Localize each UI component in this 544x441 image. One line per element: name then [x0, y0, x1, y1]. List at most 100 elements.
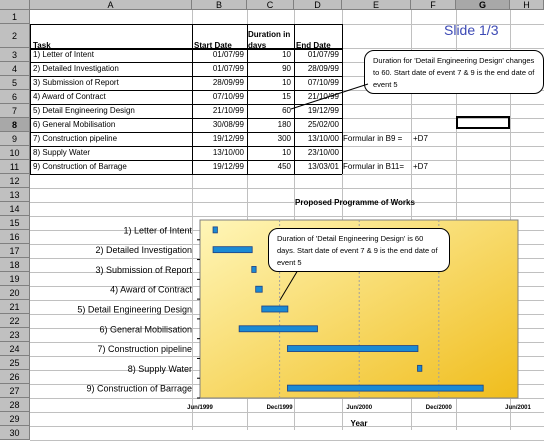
end-date-cell[interactable]: 13/10/00	[307, 134, 339, 143]
category-label: 7) Construction pipeline	[97, 344, 192, 354]
row-header-26[interactable]: 26	[0, 370, 30, 384]
row-header-5[interactable]: 5	[0, 76, 30, 90]
start-date-cell[interactable]: 07/10/99	[212, 92, 244, 101]
start-date-cell[interactable]: 21/10/99	[212, 106, 244, 115]
gantt-bar	[417, 364, 423, 372]
end-date-cell[interactable]: 19/12/99	[307, 106, 339, 115]
task-cell[interactable]: 9) Construction of Barrage	[33, 162, 127, 171]
table-border	[30, 24, 31, 174]
table-border	[30, 90, 342, 91]
gantt-bar	[287, 384, 484, 392]
duration-cell[interactable]: 60	[282, 106, 291, 115]
row-header-1[interactable]: 1	[0, 10, 30, 24]
slide-label: Slide 1/3	[444, 22, 499, 38]
task-cell[interactable]: 8) Supply Water	[33, 148, 91, 157]
row-header-9[interactable]: 9	[0, 132, 30, 146]
start-date-cell[interactable]: 13/10/00	[212, 148, 244, 157]
column-header-a[interactable]: A	[30, 0, 192, 10]
task-cell[interactable]: 6) General Mobilisation	[33, 120, 116, 129]
duration-cell[interactable]: 10	[282, 148, 291, 157]
column-header-f[interactable]: F	[411, 0, 456, 10]
row-header-22[interactable]: 22	[0, 314, 30, 328]
start-date-cell[interactable]: 30/08/99	[212, 120, 244, 129]
duration-cell[interactable]: 90	[282, 64, 291, 73]
duration-cell[interactable]: 300	[277, 134, 291, 143]
table-border	[30, 24, 342, 25]
select-all-corner[interactable]	[0, 0, 30, 10]
task-cell[interactable]: 7) Construction pipeline	[33, 134, 118, 143]
category-label: 6) General Mobilisation	[99, 324, 192, 334]
column-header-e[interactable]: E	[342, 0, 411, 10]
row-header-29[interactable]: 29	[0, 412, 30, 426]
row-header-11[interactable]: 11	[0, 160, 30, 174]
row-header-25[interactable]: 25	[0, 356, 30, 370]
x-tick-label: Jun/1999	[187, 405, 213, 411]
duration-cell[interactable]: 10	[282, 78, 291, 87]
gantt-bar	[251, 266, 257, 273]
duration-cell[interactable]: 15	[282, 92, 291, 101]
row-header-14[interactable]: 14	[0, 202, 30, 216]
end-date-cell[interactable]: 25/02/00	[307, 120, 339, 129]
task-cell[interactable]: 5) Detail Engineering Design	[33, 106, 135, 115]
gantt-bar	[255, 285, 263, 293]
row-header-27[interactable]: 27	[0, 384, 30, 398]
start-date-cell[interactable]: 19/12/99	[212, 162, 244, 171]
table-border	[247, 24, 248, 174]
callout-pointer	[279, 269, 299, 301]
column-header-d[interactable]: D	[294, 0, 342, 10]
table-border	[30, 76, 342, 77]
row-header-7[interactable]: 7	[0, 104, 30, 118]
task-cell[interactable]: 3) Submission of Report	[33, 78, 119, 87]
duration-cell[interactable]: 180	[277, 120, 291, 129]
row-header-21[interactable]: 21	[0, 300, 30, 314]
row-header-6[interactable]: 6	[0, 90, 30, 104]
category-label: 4) Award of Contract	[110, 285, 192, 295]
row-header-3[interactable]: 3	[0, 48, 30, 62]
duration-cell[interactable]: 450	[277, 162, 291, 171]
end-date-cell[interactable]: 23/10/00	[307, 148, 339, 157]
callout-chart: Duration of 'Detail Engineering Design' …	[268, 228, 450, 272]
start-date-cell[interactable]: 01/07/99	[212, 50, 244, 59]
row-header-28[interactable]: 28	[0, 398, 30, 412]
table-border	[30, 132, 342, 133]
start-date-cell[interactable]: 19/12/99	[212, 134, 244, 143]
task-cell[interactable]: 4) Award of Contract	[33, 92, 106, 101]
end-date-cell[interactable]: 21/10/99	[307, 92, 339, 101]
task-cell[interactable]: 1) Letter of Intent	[33, 50, 94, 59]
task-cell[interactable]: 2) Detailed Investigation	[33, 64, 119, 73]
row-header-18[interactable]: 18	[0, 258, 30, 272]
column-header-b[interactable]: B	[192, 0, 247, 10]
start-date-cell[interactable]: 28/09/99	[212, 78, 244, 87]
row-header-20[interactable]: 20	[0, 286, 30, 300]
row-header-13[interactable]: 13	[0, 188, 30, 202]
gantt-bar	[287, 345, 419, 352]
table-border	[30, 146, 342, 147]
row-header-12[interactable]: 12	[0, 174, 30, 188]
category-label: 3) Submission of Report	[95, 265, 192, 275]
row-header-10[interactable]: 10	[0, 146, 30, 160]
gridline	[30, 426, 544, 427]
column-header-c[interactable]: C	[247, 0, 294, 10]
end-date-cell[interactable]: 01/07/99	[307, 50, 339, 59]
column-header-g[interactable]: G	[456, 0, 510, 10]
row-header-8[interactable]: 8	[0, 118, 30, 132]
row-header-24[interactable]: 24	[0, 342, 30, 356]
selected-cell-g8[interactable]	[456, 116, 510, 129]
category-label: 1) Letter of Intent	[123, 225, 192, 235]
row-header-16[interactable]: 16	[0, 230, 30, 244]
start-date-cell[interactable]: 01/07/99	[212, 64, 244, 73]
row-header-23[interactable]: 23	[0, 328, 30, 342]
gantt-bar	[238, 325, 318, 333]
category-label: 2) Detailed Investigation	[95, 245, 192, 255]
table-border	[294, 24, 295, 174]
end-date-cell[interactable]: 28/09/99	[307, 64, 339, 73]
row-header-4[interactable]: 4	[0, 62, 30, 76]
duration-cell[interactable]: 10	[282, 50, 291, 59]
row-header-17[interactable]: 17	[0, 244, 30, 258]
end-date-cell[interactable]: 13/03/01	[307, 162, 339, 171]
row-header-15[interactable]: 15	[0, 216, 30, 230]
row-header-19[interactable]: 19	[0, 272, 30, 286]
end-date-cell[interactable]: 07/10/99	[307, 78, 339, 87]
gantt-bar	[212, 246, 253, 254]
row-header-2[interactable]: 2	[0, 24, 30, 48]
